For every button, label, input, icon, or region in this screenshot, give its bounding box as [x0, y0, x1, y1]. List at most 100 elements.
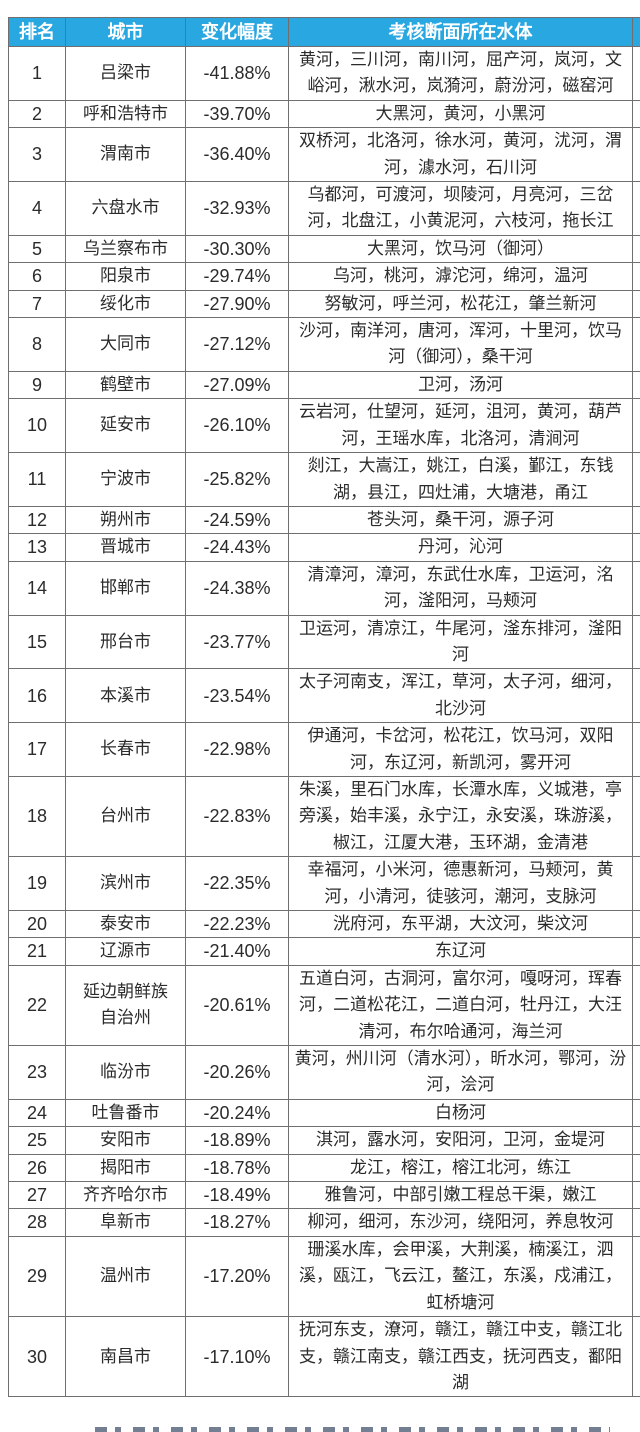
water-cell: 大黑河，黄河，小黑河 — [288, 99, 633, 129]
water-cell: 乌河，桃河，滹沱河，绵河，温河 — [288, 262, 633, 291]
rank-cell: 22 — [8, 964, 66, 1047]
change-cell: -32.93% — [185, 181, 289, 236]
table-row: 20 泰安市 -22.23% 洸府河，东平湖，大汶河，柴汶河 — [8, 909, 640, 939]
rank-cell: 6 — [8, 262, 66, 291]
cutoff-sliver-cell — [632, 452, 640, 507]
change-cell: -25.82% — [185, 452, 289, 507]
city-cell: 辽源市 — [65, 937, 186, 966]
table-row: 12 朔州市 -24.59% 苍头河，桑干河，源子河 — [8, 505, 640, 535]
change-cell: -20.24% — [185, 1098, 289, 1128]
change-cell: -18.49% — [185, 1181, 289, 1210]
rank-cell: 24 — [8, 1098, 66, 1128]
col-header-change: 变化幅度 — [185, 17, 289, 47]
city-cell: 吕梁市 — [65, 46, 186, 101]
water-cell: 朱溪，里石门水库，长潭水库，义城港，亭旁溪，始丰溪，永宁江，永安溪，珠游溪，椒江… — [288, 775, 633, 858]
table-header: 排名 城市 变化幅度 考核断面所在水体 — [8, 17, 640, 47]
change-cell: -24.38% — [185, 560, 289, 616]
cutoff-sliver-cell — [632, 99, 640, 129]
table-row: 10 延安市 -26.10% 云岩河，仕望河，延河，沮河，黄河，葫芦河，王瑶水库，北洛… — [8, 398, 640, 454]
city-cell: 宁波市 — [65, 452, 186, 507]
water-cell: 洸府河，东平湖，大汶河，柴汶河 — [288, 909, 633, 939]
water-cell: 大黑河，饮马河（御河） — [288, 234, 633, 264]
city-cell: 阳泉市 — [65, 262, 186, 291]
change-cell: -29.74% — [185, 262, 289, 291]
cutoff-sliver-cell — [632, 909, 640, 939]
change-cell: -20.61% — [185, 964, 289, 1047]
change-cell: -22.98% — [185, 722, 289, 777]
table-row: 22 延边朝鲜族 自治州 -20.61% 五道白河，古洞河，富尔河，嘎呀河，珲春河，二… — [8, 964, 640, 1047]
change-cell: -22.83% — [185, 775, 289, 858]
city-cell: 邯郸市 — [65, 560, 186, 616]
change-cell: -18.78% — [185, 1153, 289, 1183]
rank-cell: 9 — [8, 370, 66, 400]
cutoff-sliver-cell — [632, 1235, 640, 1318]
change-cell: -41.88% — [185, 46, 289, 101]
rank-cell: 1 — [8, 46, 66, 101]
water-cell: 苍头河，桑干河，源子河 — [288, 505, 633, 535]
cutoff-sliver-cell — [632, 533, 640, 562]
city-cell: 滨州市 — [65, 856, 186, 911]
rank-cell: 18 — [8, 775, 66, 858]
rank-cell: 29 — [8, 1235, 66, 1318]
change-cell: -23.77% — [185, 614, 289, 670]
table-row: 27 齐齐哈尔市 -18.49% 雅鲁河，中部引嫩工程总干渠，嫩江 — [8, 1181, 640, 1210]
rank-cell: 30 — [8, 1316, 66, 1398]
cutoff-sliver-cell — [632, 1045, 640, 1100]
cutoff-sliver-cell — [632, 317, 640, 372]
change-cell: -18.89% — [185, 1126, 289, 1155]
city-cell: 长春市 — [65, 722, 186, 777]
table-row: 11 宁波市 -25.82% 剡江，大嵩江，姚江，白溪，鄞江，东钱湖，县江，四灶浦，大… — [8, 452, 640, 507]
change-cell: -30.30% — [185, 234, 289, 264]
cutoff-sliver-cell — [632, 1181, 640, 1210]
rank-cell: 16 — [8, 668, 66, 724]
change-cell: -18.27% — [185, 1208, 289, 1237]
table-row: 13 晋城市 -24.43% 丹河，沁河 — [8, 533, 640, 562]
city-cell: 南昌市 — [65, 1316, 186, 1398]
change-cell: -24.59% — [185, 505, 289, 535]
rank-cell: 14 — [8, 560, 66, 616]
cutoff-sliver-cell — [632, 964, 640, 1047]
change-cell: -27.09% — [185, 370, 289, 400]
water-cell: 双桥河，北洛河，徐水河，黄河，沋河，渭河，澽水河，石川河 — [288, 127, 633, 183]
change-cell: -26.10% — [185, 398, 289, 454]
city-cell: 朔州市 — [65, 505, 186, 535]
table-row: 24 吐鲁番市 -20.24% 白杨河 — [8, 1098, 640, 1128]
change-cell: -39.70% — [185, 99, 289, 129]
city-cell: 延安市 — [65, 398, 186, 454]
table-row: 3 渭南市 -36.40% 双桥河，北洛河，徐水河，黄河，沋河，渭河，澽水河，石川河 — [8, 127, 640, 183]
col-header-cutoff-sliver — [632, 17, 640, 47]
change-cell: -36.40% — [185, 127, 289, 183]
table-row: 9 鹤壁市 -27.09% 卫河，汤河 — [8, 370, 640, 400]
water-cell: 珊溪水库，会甲溪，大荆溪，楠溪江，泗溪，瓯江，飞云江，鳌江，东溪，戍浦江，虹桥塘… — [288, 1235, 633, 1318]
table-row: 29 温州市 -17.20% 珊溪水库，会甲溪，大荆溪，楠溪江，泗溪，瓯江，飞云江，鳌… — [8, 1235, 640, 1318]
table-row: 4 六盘水市 -32.93% 乌都河，可渡河，坝陵河，月亮河，三岔河，北盘江，小黄泥河… — [8, 181, 640, 236]
cutoff-sliver-cell — [632, 1316, 640, 1398]
city-cell: 阜新市 — [65, 1208, 186, 1237]
city-cell: 泰安市 — [65, 909, 186, 939]
rank-cell: 25 — [8, 1126, 66, 1155]
table-row: 2 呼和浩特市 -39.70% 大黑河，黄河，小黑河 — [8, 99, 640, 129]
table-row: 21 辽源市 -21.40% 东辽河 — [8, 937, 640, 966]
table-row: 19 滨州市 -22.35% 幸福河，小米河，德惠新河，马颊河，黄河，小清河，徒骇河，… — [8, 856, 640, 911]
table-row: 30 南昌市 -17.10% 抚河东支，潦河，赣江，赣江中支，赣江北支，赣江南支，赣江… — [8, 1316, 640, 1398]
cutoff-sliver-cell — [632, 775, 640, 858]
rank-cell: 26 — [8, 1153, 66, 1183]
water-cell: 乌都河，可渡河，坝陵河，月亮河，三岔河，北盘江，小黄泥河，六枝河，拖长江 — [288, 181, 633, 236]
cutoff-sliver-cell — [632, 614, 640, 670]
table-row: 28 阜新市 -18.27% 柳河，细河，东沙河，绕阳河，养息牧河 — [8, 1208, 640, 1237]
city-water-ranking-table: 排名 城市 变化幅度 考核断面所在水体 1 吕梁市 -41.88% 黄河，三川河，南川… — [8, 17, 640, 1398]
change-cell: -27.90% — [185, 289, 289, 319]
water-cell: 幸福河，小米河，德惠新河，马颊河，黄河，小清河，徒骇河，潮河，支脉河 — [288, 856, 633, 911]
water-cell: 沙河，南洋河，唐河，浑河，十里河，饮马河（御河），桑干河 — [288, 317, 633, 372]
rank-cell: 23 — [8, 1045, 66, 1100]
city-cell: 临汾市 — [65, 1045, 186, 1100]
change-cell: -21.40% — [185, 937, 289, 966]
city-cell: 安阳市 — [65, 1126, 186, 1155]
city-cell: 大同市 — [65, 317, 186, 372]
city-cell: 六盘水市 — [65, 181, 186, 236]
rank-cell: 15 — [8, 614, 66, 670]
cutoff-sliver-cell — [632, 262, 640, 291]
rank-cell: 5 — [8, 234, 66, 264]
water-cell: 卫河，汤河 — [288, 370, 633, 400]
change-cell: -22.35% — [185, 856, 289, 911]
